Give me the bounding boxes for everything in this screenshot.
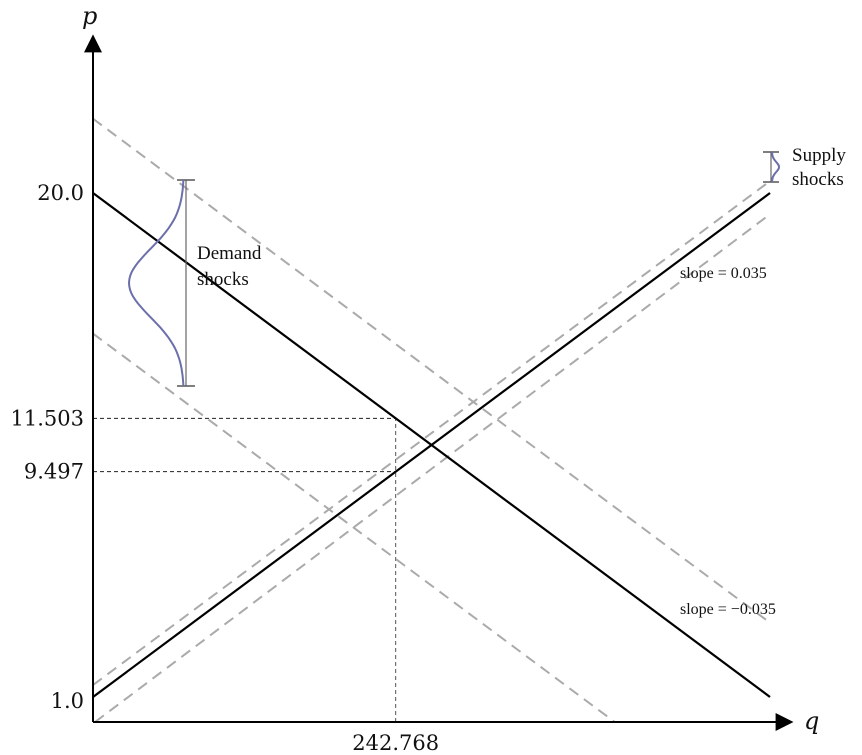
demand-shocks-label-line2: shocks <box>197 269 249 290</box>
y-tick-label-2: 11.503 <box>11 406 84 430</box>
demand-upper-curve <box>92 117 771 624</box>
demand-lower-curve <box>92 332 616 723</box>
supply-shock-density <box>771 152 781 182</box>
x-tick-label-0: 242.768 <box>352 731 439 755</box>
demand-shocks-label-line1: Demand <box>197 243 262 264</box>
y-tick-label-3: 20.0 <box>37 181 84 205</box>
demand-shock-density <box>127 179 185 387</box>
supply-shocks-label-line1: Supply <box>792 145 846 166</box>
shock-dashed-lines-layer <box>92 117 771 723</box>
tick-labels-layer: 1.0 9.497 11.503 20.0 242.768 <box>11 181 440 755</box>
reference-lines-layer <box>93 417 397 722</box>
y-tick-label-0: 1.0 <box>51 689 84 713</box>
supply-curve <box>92 192 771 698</box>
supply-slope-label: slope = 0.035 <box>680 265 767 282</box>
supply-lower-curve <box>94 213 771 723</box>
y-axis-label: p <box>82 2 97 30</box>
shock-distributions-layer <box>127 151 781 387</box>
y-tick-label-1: 9.497 <box>24 460 84 484</box>
main-curves-layer <box>92 192 771 698</box>
supply-upper-curve <box>92 180 771 686</box>
supply-shocks-label-line2: shocks <box>792 169 844 190</box>
x-axis-label: q <box>804 707 819 735</box>
demand-slope-label: slope = −0.035 <box>680 601 776 618</box>
